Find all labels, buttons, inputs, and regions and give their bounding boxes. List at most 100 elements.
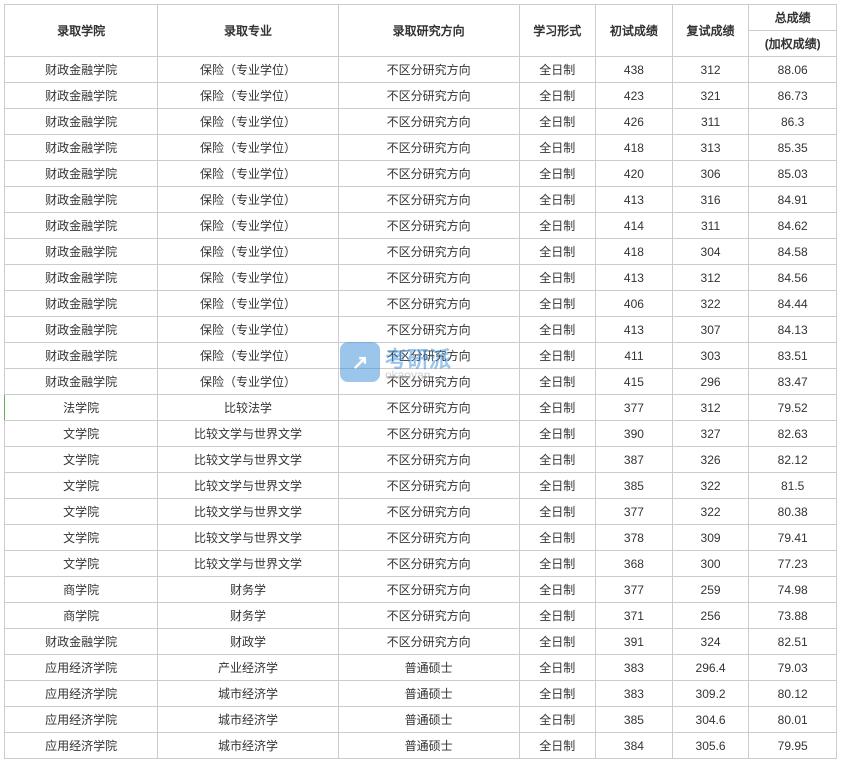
cell-form: 全日制 (519, 733, 596, 759)
cell-total: 77.23 (749, 551, 837, 577)
cell-prelim: 385 (596, 707, 673, 733)
cell-total: 86.73 (749, 83, 837, 109)
cell-direction: 普通硕士 (338, 707, 519, 733)
cell-major: 保险（专业学位） (158, 369, 339, 395)
cell-retest: 321 (672, 83, 749, 109)
cell-direction: 不区分研究方向 (338, 499, 519, 525)
cell-retest: 309.2 (672, 681, 749, 707)
cell-prelim: 371 (596, 603, 673, 629)
cell-major: 保险（专业学位） (158, 187, 339, 213)
cell-form: 全日制 (519, 551, 596, 577)
table-row: 财政金融学院保险（专业学位）不区分研究方向全日制42030685.03 (5, 161, 837, 187)
cell-retest: 326 (672, 447, 749, 473)
cell-total: 83.51 (749, 343, 837, 369)
cell-prelim: 377 (596, 499, 673, 525)
cell-total: 79.95 (749, 733, 837, 759)
cell-prelim: 413 (596, 187, 673, 213)
cell-prelim: 406 (596, 291, 673, 317)
cell-major: 保险（专业学位） (158, 265, 339, 291)
cell-total: 84.91 (749, 187, 837, 213)
cell-major: 保险（专业学位） (158, 109, 339, 135)
cell-direction: 不区分研究方向 (338, 109, 519, 135)
cell-retest: 307 (672, 317, 749, 343)
header-college: 录取学院 (5, 5, 158, 57)
table-row: 文学院比较文学与世界文学不区分研究方向全日制38732682.12 (5, 447, 837, 473)
cell-college: 文学院 (5, 473, 158, 499)
table-row: 财政金融学院保险（专业学位）不区分研究方向全日制41529683.47 (5, 369, 837, 395)
cell-prelim: 391 (596, 629, 673, 655)
cell-prelim: 413 (596, 317, 673, 343)
cell-retest: 313 (672, 135, 749, 161)
cell-college: 应用经济学院 (5, 681, 158, 707)
cell-college: 商学院 (5, 603, 158, 629)
cell-college: 财政金融学院 (5, 213, 158, 239)
cell-form: 全日制 (519, 577, 596, 603)
cell-direction: 普通硕士 (338, 655, 519, 681)
cell-total: 79.52 (749, 395, 837, 421)
cell-form: 全日制 (519, 447, 596, 473)
cell-form: 全日制 (519, 343, 596, 369)
cell-direction: 不区分研究方向 (338, 525, 519, 551)
cell-retest: 312 (672, 265, 749, 291)
cell-college: 财政金融学院 (5, 369, 158, 395)
cell-college: 文学院 (5, 499, 158, 525)
cell-college: 财政金融学院 (5, 83, 158, 109)
cell-direction: 不区分研究方向 (338, 239, 519, 265)
cell-major: 城市经济学 (158, 707, 339, 733)
cell-retest: 322 (672, 473, 749, 499)
cell-prelim: 414 (596, 213, 673, 239)
cell-retest: 259 (672, 577, 749, 603)
cell-college: 财政金融学院 (5, 135, 158, 161)
header-form: 学习形式 (519, 5, 596, 57)
cell-prelim: 423 (596, 83, 673, 109)
cell-total: 79.41 (749, 525, 837, 551)
cell-major: 城市经济学 (158, 681, 339, 707)
cell-major: 保险（专业学位） (158, 161, 339, 187)
cell-form: 全日制 (519, 161, 596, 187)
cell-direction: 不区分研究方向 (338, 629, 519, 655)
cell-total: 84.44 (749, 291, 837, 317)
cell-direction: 不区分研究方向 (338, 369, 519, 395)
cell-retest: 309 (672, 525, 749, 551)
cell-form: 全日制 (519, 603, 596, 629)
cell-prelim: 418 (596, 135, 673, 161)
cell-total: 80.12 (749, 681, 837, 707)
cell-major: 比较文学与世界文学 (158, 447, 339, 473)
cell-direction: 不区分研究方向 (338, 343, 519, 369)
cell-total: 88.06 (749, 57, 837, 83)
cell-major: 城市经济学 (158, 733, 339, 759)
cell-retest: 311 (672, 213, 749, 239)
cell-retest: 324 (672, 629, 749, 655)
cell-total: 73.88 (749, 603, 837, 629)
table-row: 应用经济学院城市经济学普通硕士全日制385304.680.01 (5, 707, 837, 733)
table-row: 应用经济学院产业经济学普通硕士全日制383296.479.03 (5, 655, 837, 681)
cell-direction: 不区分研究方向 (338, 213, 519, 239)
cell-form: 全日制 (519, 135, 596, 161)
cell-direction: 普通硕士 (338, 733, 519, 759)
cell-college: 商学院 (5, 577, 158, 603)
cell-college: 财政金融学院 (5, 265, 158, 291)
cell-form: 全日制 (519, 187, 596, 213)
header-prelim: 初试成绩 (596, 5, 673, 57)
cell-total: 84.62 (749, 213, 837, 239)
cell-major: 比较文学与世界文学 (158, 525, 339, 551)
cell-major: 保险（专业学位） (158, 213, 339, 239)
cell-retest: 312 (672, 395, 749, 421)
table-row: 财政金融学院保险（专业学位）不区分研究方向全日制41331284.56 (5, 265, 837, 291)
cell-form: 全日制 (519, 239, 596, 265)
cell-prelim: 411 (596, 343, 673, 369)
cell-prelim: 438 (596, 57, 673, 83)
cell-college: 法学院 (5, 395, 158, 421)
cell-retest: 303 (672, 343, 749, 369)
cell-prelim: 413 (596, 265, 673, 291)
table-row: 文学院比较文学与世界文学不区分研究方向全日制38532281.5 (5, 473, 837, 499)
header-retest: 复试成绩 (672, 5, 749, 57)
table-row: 文学院比较文学与世界文学不区分研究方向全日制36830077.23 (5, 551, 837, 577)
table-row: 财政金融学院保险（专业学位）不区分研究方向全日制41130383.51 (5, 343, 837, 369)
header-total-line2: (加权成绩) (749, 31, 837, 57)
cell-total: 74.98 (749, 577, 837, 603)
cell-prelim: 426 (596, 109, 673, 135)
cell-prelim: 383 (596, 681, 673, 707)
cell-total: 82.63 (749, 421, 837, 447)
header-major: 录取专业 (158, 5, 339, 57)
